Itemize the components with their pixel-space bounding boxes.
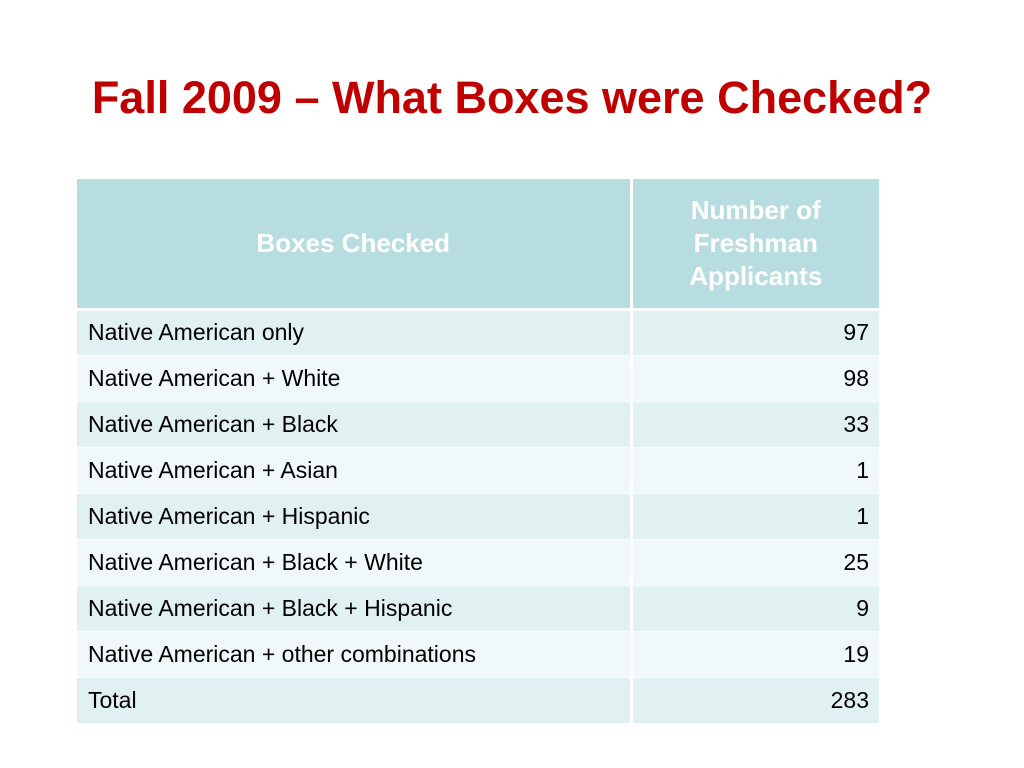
table-row: Native American only 97 [77,309,879,356]
table-row: Native American + Asian 1 [77,447,879,494]
row-label: Native American + Black [77,401,633,448]
table-row: Native American + Black + Hispanic 9 [77,585,879,632]
row-label: Native American + Asian [77,447,633,494]
row-count: 19 [631,631,879,678]
row-label: Native American + Hispanic [77,493,633,540]
row-count: 98 [631,355,879,402]
row-count: 1 [631,447,879,494]
row-count: 1 [631,493,879,540]
table-row: Native American + Hispanic 1 [77,493,879,540]
table-row: Native American + Black + White 25 [77,539,879,586]
row-count: 97 [631,309,879,356]
row-label: Native American + Black + White [77,539,633,586]
row-count: 33 [631,401,879,448]
row-label: Native American + White [77,355,633,402]
row-label: Native American only [77,309,633,356]
header-number-of-applicants: Number of Freshman Applicants [631,179,879,311]
slide-title: Fall 2009 – What Boxes were Checked? [91,72,933,123]
total-label: Total [77,677,633,724]
table-row: Native American + Black 33 [77,401,879,448]
applicants-table: Boxes Checked Number of Freshman Applica… [77,179,879,724]
row-count: 25 [631,539,879,586]
row-label: Native American + other combinations [77,631,633,678]
table-row-total: Total 283 [77,677,879,724]
table-header-row: Boxes Checked Number of Freshman Applica… [77,179,879,311]
header-boxes-checked: Boxes Checked [77,179,633,311]
table-row: Native American + other combinations 19 [77,631,879,678]
row-count: 9 [631,585,879,632]
total-count: 283 [631,677,879,724]
table-row: Native American + White 98 [77,355,879,402]
row-label: Native American + Black + Hispanic [77,585,633,632]
